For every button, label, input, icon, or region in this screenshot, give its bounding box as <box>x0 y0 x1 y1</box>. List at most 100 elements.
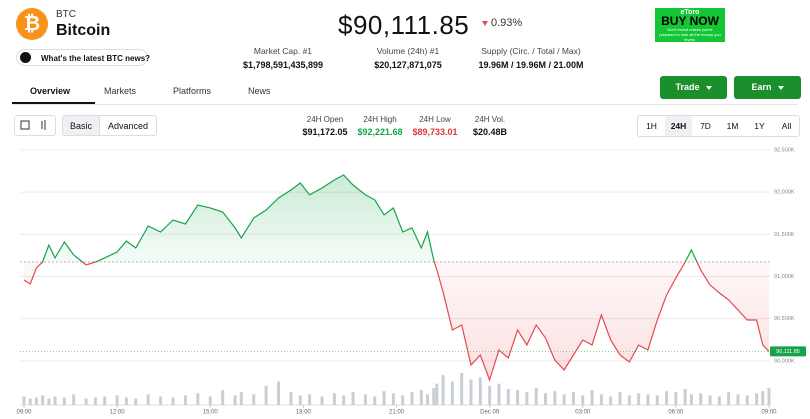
volume-bar <box>419 390 423 405</box>
volume-bar <box>478 377 482 405</box>
volume-bar <box>590 390 594 405</box>
button-label: Earn <box>751 82 772 92</box>
volume-bar <box>450 381 454 405</box>
volume-bar <box>277 381 281 405</box>
x-tick-label: Dec 09 <box>480 410 500 416</box>
volume-bar <box>308 394 312 405</box>
ohlc-label: 24H High <box>363 115 397 124</box>
volume-bar <box>736 394 740 405</box>
range-button[interactable]: 7D <box>700 121 711 131</box>
earn-button[interactable]: Earn <box>734 76 801 99</box>
volume-bar <box>665 391 669 405</box>
volume-bar <box>637 393 641 405</box>
volume-bar <box>196 393 200 405</box>
y-tick-label: 91,500K <box>774 232 795 238</box>
trade-button[interactable]: Trade <box>660 76 727 99</box>
volume-bar <box>689 394 693 405</box>
chart-style-toggle[interactable] <box>14 115 56 136</box>
tab-divider <box>12 104 798 105</box>
volume-bar <box>441 375 445 405</box>
stat-label: Market Cap. #1 <box>253 46 313 56</box>
ohlc-value: $91,172.05 <box>302 127 348 137</box>
y-tick-label: 92,500K <box>774 147 795 153</box>
volume-bar <box>627 395 631 405</box>
volume-bar <box>342 395 346 405</box>
volume-bar <box>171 397 175 405</box>
volume-bar <box>609 396 613 405</box>
volume-bar <box>115 395 119 405</box>
button-label: Trade <box>675 82 700 92</box>
volume-bar <box>525 392 529 405</box>
volume-bar <box>599 394 603 405</box>
ad-disclaimer: Don't invest unless you're prepared to l… <box>659 27 721 42</box>
volume-bar <box>47 398 51 405</box>
x-tick-label: 21:00 <box>389 410 405 416</box>
tab[interactable]: Markets <box>104 86 137 96</box>
volume-bar <box>410 392 414 405</box>
volume-bar <box>717 396 721 405</box>
volume-bar <box>516 390 520 405</box>
volume-bar <box>646 394 650 405</box>
volume-bar <box>332 393 336 405</box>
volume-bar <box>745 395 749 405</box>
volume-bar <box>618 392 622 405</box>
range-button[interactable]: All <box>781 121 792 131</box>
ohlc-stat: 24H Open $91,172.05 <box>302 115 347 137</box>
volume-bar <box>755 393 759 405</box>
range-button[interactable]: 24H <box>665 116 692 136</box>
last-price-tag <box>770 346 806 357</box>
volume-bar <box>727 392 731 405</box>
price-change: 0.93% <box>482 17 522 29</box>
volume-bar <box>233 395 237 405</box>
volume-bar <box>401 395 405 405</box>
volume-bar <box>363 394 367 405</box>
tab[interactable]: Platforms <box>173 86 212 96</box>
volume-bar <box>506 389 510 405</box>
chart-style-icons <box>20 120 46 130</box>
ad-cta: BUY NOW <box>661 14 719 28</box>
ad-banner[interactable]: eToro BUY NOW Don't invest unless you're… <box>655 8 725 42</box>
volume-bar <box>298 395 302 405</box>
stat-label: Supply (Circ. / Total / Max) <box>481 46 581 56</box>
view-toggle[interactable]: Advanced <box>99 115 157 136</box>
range-button[interactable]: 1Y <box>754 121 765 131</box>
volume-bar <box>382 391 386 405</box>
range-button[interactable]: 1H <box>646 121 657 131</box>
y-tick-label: 91,000K <box>774 274 795 280</box>
x-tick-label: 09:00 <box>761 410 777 416</box>
stat-value: $20,127,871,075 <box>374 60 442 70</box>
volume-bar <box>767 387 771 405</box>
volume-bar <box>159 396 163 405</box>
coin-symbol: BTC <box>56 9 76 20</box>
volume-bar <box>426 394 430 405</box>
x-tick-label: 06:00 <box>668 410 684 416</box>
volume-bar <box>581 395 585 405</box>
tab[interactable]: News <box>248 86 271 96</box>
volume-bar <box>239 392 243 405</box>
volume-bar <box>72 394 76 405</box>
view-toggle[interactable]: Basic <box>62 115 100 136</box>
volume-bar <box>34 397 38 405</box>
volume-bar <box>264 385 268 405</box>
volume-bar <box>544 393 547 405</box>
coin-name: Bitcoin <box>56 22 111 39</box>
tab[interactable]: Overview <box>30 86 71 96</box>
ohlc-value: $92,221.68 <box>357 127 403 137</box>
ohlc-label: 24H Open <box>306 115 344 124</box>
ohlc-value: $20.48B <box>472 127 508 137</box>
coin-logo: ₿ <box>16 8 48 40</box>
volume-bar <box>289 392 293 405</box>
range-button[interactable]: 1M <box>726 121 739 131</box>
volume-bar <box>252 394 256 405</box>
volume-bar <box>488 385 492 405</box>
range-selector <box>637 115 800 137</box>
news-button[interactable]: What's the latest BTC news? <box>16 49 150 66</box>
volume-bar <box>84 398 88 405</box>
volume-bar <box>93 397 97 405</box>
x-tick-label: 09:00 <box>16 410 32 416</box>
volume-bar <box>103 396 107 405</box>
tab-underline <box>12 102 95 104</box>
volume-bar <box>460 373 464 405</box>
price-line <box>23 174 770 382</box>
